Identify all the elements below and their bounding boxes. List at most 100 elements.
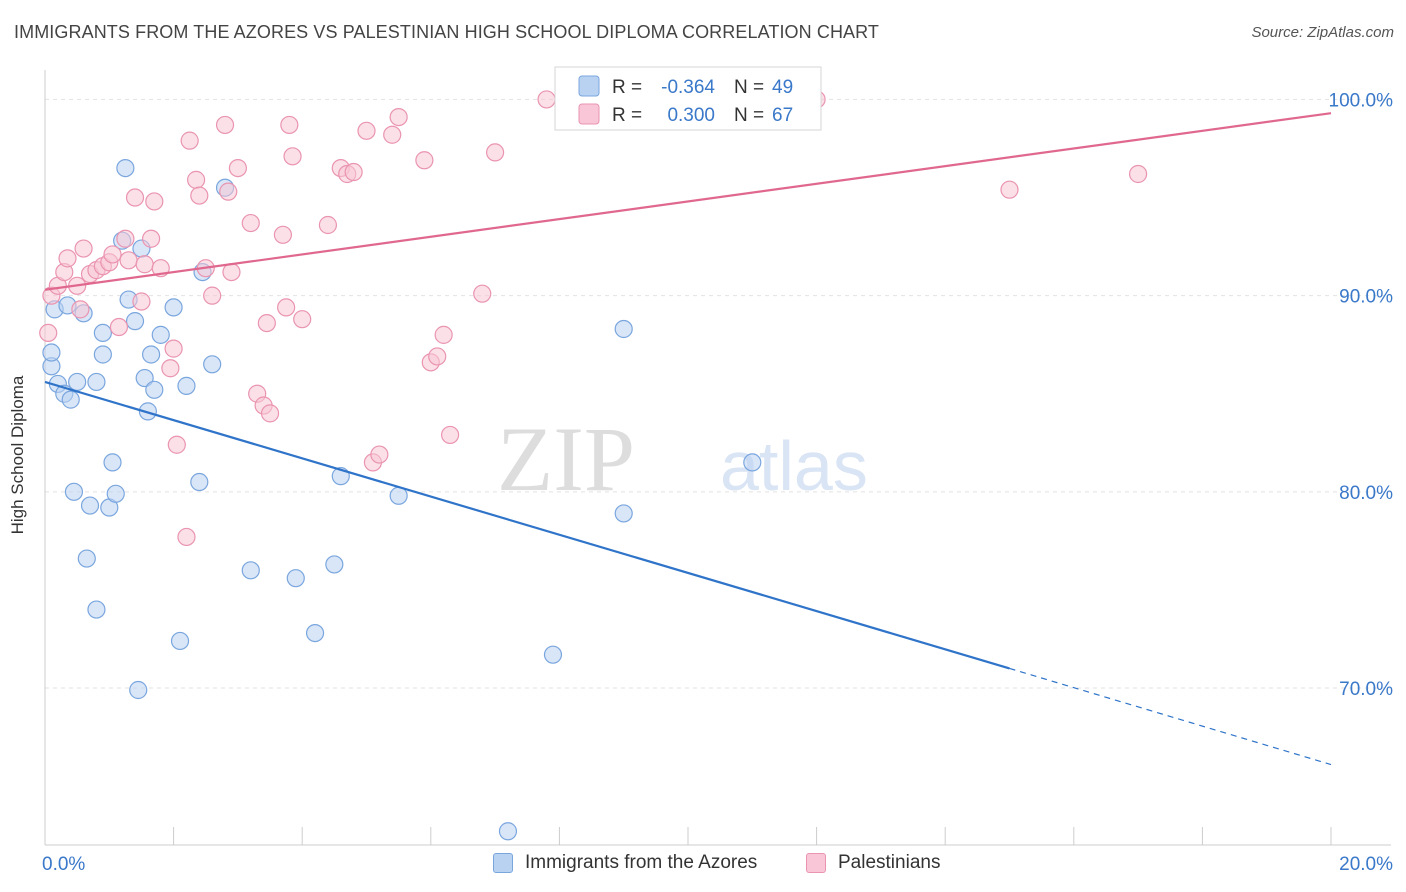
point-palestinians bbox=[132, 292, 151, 311]
point-azores bbox=[135, 368, 154, 388]
point-palestinians bbox=[280, 115, 299, 135]
point-azores bbox=[286, 569, 305, 588]
watermark-zip: ZIP bbox=[497, 408, 635, 510]
point-palestinians bbox=[116, 229, 135, 248]
point-palestinians bbox=[39, 323, 58, 343]
point-palestinians bbox=[344, 162, 363, 182]
point-palestinians bbox=[318, 215, 338, 235]
point-palestinians bbox=[357, 121, 376, 140]
legend-r-value-pink: 0.300 bbox=[667, 105, 715, 126]
point-palestinians bbox=[109, 317, 129, 337]
point-azores bbox=[141, 345, 161, 364]
legend-swatch-palestinians bbox=[806, 853, 826, 873]
point-palestinians bbox=[257, 314, 276, 333]
point-palestinians bbox=[135, 255, 154, 274]
point-palestinians bbox=[273, 225, 293, 244]
point-palestinians bbox=[415, 151, 434, 170]
y-tick-label: 100.0% bbox=[1329, 90, 1394, 111]
point-palestinians bbox=[164, 339, 183, 358]
point-palestinians bbox=[283, 147, 302, 166]
legend-label-azores: Immigrants from the Azores bbox=[525, 852, 758, 873]
point-azores bbox=[80, 496, 100, 515]
point-azores bbox=[164, 298, 183, 317]
legend-r-value-blue: -0.364 bbox=[661, 77, 715, 98]
legend-r-label-blue: R = bbox=[612, 77, 642, 98]
legend-r-label-pink: R = bbox=[612, 105, 642, 126]
point-azores bbox=[87, 372, 106, 392]
point-palestinians bbox=[440, 425, 460, 445]
point-palestinians bbox=[428, 347, 447, 366]
point-azores bbox=[116, 159, 135, 178]
point-palestinians bbox=[473, 284, 492, 303]
point-palestinians bbox=[161, 359, 180, 378]
gridlines bbox=[45, 98, 1391, 689]
point-palestinians bbox=[241, 213, 260, 233]
point-palestinians bbox=[177, 527, 196, 547]
point-palestinians bbox=[203, 286, 222, 305]
point-azores bbox=[177, 376, 196, 395]
point-azores bbox=[325, 555, 344, 574]
y-tick-label: 90.0% bbox=[1339, 287, 1393, 308]
point-palestinians bbox=[103, 245, 122, 264]
point-azores bbox=[64, 482, 84, 501]
x-tick-label: 20.0% bbox=[1339, 854, 1393, 875]
legend-swatch-blue bbox=[578, 75, 600, 97]
point-azores bbox=[305, 624, 325, 643]
point-palestinians bbox=[293, 310, 312, 329]
point-palestinians bbox=[537, 90, 556, 109]
source-label: Source: ZipAtlas.com bbox=[1251, 24, 1394, 41]
point-palestinians bbox=[1000, 180, 1019, 199]
watermark-atlas: atlas bbox=[720, 427, 868, 505]
point-palestinians bbox=[74, 239, 93, 258]
point-palestinians bbox=[277, 298, 296, 317]
point-palestinians bbox=[389, 107, 408, 127]
y-tick-label: 80.0% bbox=[1339, 483, 1393, 504]
point-azores bbox=[241, 561, 260, 580]
point-palestinians bbox=[219, 182, 238, 201]
legend-swatch-azores bbox=[493, 853, 513, 873]
point-palestinians bbox=[58, 249, 77, 268]
point-azores bbox=[170, 631, 190, 651]
point-palestinians bbox=[434, 325, 453, 344]
point-palestinians bbox=[486, 143, 505, 162]
point-azores bbox=[77, 549, 96, 568]
point-palestinians bbox=[167, 435, 186, 454]
point-palestinians bbox=[71, 300, 90, 319]
point-palestinians bbox=[215, 115, 235, 135]
legend-n-label-pink: N = bbox=[734, 105, 764, 126]
point-palestinians bbox=[180, 131, 199, 150]
point-palestinians bbox=[145, 192, 164, 211]
trend-lines bbox=[44, 112, 1332, 766]
point-palestinians bbox=[260, 404, 280, 423]
point-palestinians bbox=[119, 251, 138, 270]
point-palestinians bbox=[190, 186, 209, 205]
point-azores bbox=[125, 312, 145, 331]
legend-swatch-pink bbox=[578, 103, 600, 125]
legend-n-value-blue: 49 bbox=[772, 77, 793, 98]
point-azores bbox=[614, 504, 633, 523]
trend-line-azores-extension bbox=[1009, 667, 1332, 766]
point-azores bbox=[93, 323, 112, 343]
point-palestinians bbox=[187, 170, 206, 189]
legend-item-palestinians: Palestinians bbox=[806, 852, 940, 874]
point-palestinians bbox=[222, 262, 241, 282]
point-azores bbox=[93, 345, 112, 364]
trend-line-palestinians bbox=[44, 112, 1332, 291]
legend-n-value-pink: 67 bbox=[772, 105, 793, 126]
x-tick-label: 0.0% bbox=[42, 854, 85, 875]
point-azores bbox=[103, 453, 122, 472]
watermark: ZIP atlas bbox=[497, 408, 868, 510]
tick-labels: 100.0% 90.0% 80.0% 70.0% 0.0% 20.0% bbox=[42, 90, 1393, 875]
legend-item-azores: Immigrants from the Azores bbox=[493, 852, 757, 874]
y-tick-label: 70.0% bbox=[1339, 679, 1393, 700]
point-azores bbox=[614, 319, 633, 339]
point-azores bbox=[61, 390, 80, 409]
point-palestinians bbox=[383, 125, 402, 144]
point-azores bbox=[129, 680, 148, 700]
point-palestinians bbox=[370, 445, 389, 464]
point-palestinians bbox=[1128, 164, 1148, 184]
point-palestinians bbox=[228, 159, 247, 178]
point-azores bbox=[42, 343, 61, 362]
point-azores bbox=[543, 645, 563, 664]
